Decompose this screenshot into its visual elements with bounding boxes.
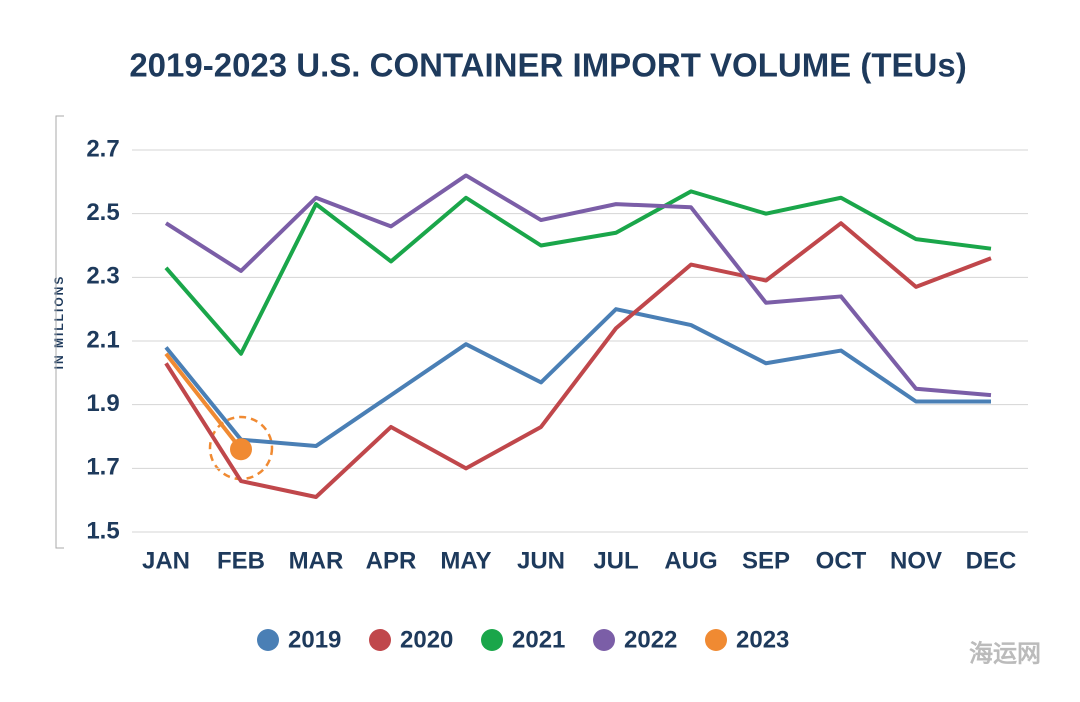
- legend-swatch: [481, 629, 503, 651]
- series-line: [164, 307, 991, 449]
- chart-title: 2019-2023 U.S. CONTAINER IMPORT VOLUME (…: [129, 47, 966, 84]
- series-line: [164, 221, 992, 499]
- x-tick-label: MAY: [440, 547, 491, 574]
- legend-label: 2019: [288, 626, 341, 653]
- x-tick-label: MAR: [289, 547, 344, 574]
- x-tick-label: FEB: [217, 547, 265, 574]
- x-tick-label: NOV: [890, 547, 942, 574]
- x-tick-label: AUG: [664, 547, 717, 574]
- x-tick-label: APR: [366, 547, 417, 574]
- series-line: [164, 352, 243, 451]
- y-tick-label: 2.7: [86, 135, 119, 162]
- legend-swatch: [257, 629, 279, 651]
- y-axis-label: IN MILLIONS: [52, 275, 66, 370]
- series-line: [164, 173, 992, 398]
- watermark: 海运网: [969, 639, 1041, 667]
- legend-label: 2020: [400, 626, 453, 653]
- series-line: [164, 189, 992, 356]
- x-tick-label: JUL: [593, 547, 638, 574]
- y-tick-label: 1.9: [86, 390, 119, 417]
- legend-label: 2023: [736, 626, 789, 653]
- y-tick-label: 2.5: [86, 199, 119, 226]
- x-tick-label: JAN: [142, 547, 190, 574]
- y-tick-label: 1.5: [86, 517, 119, 544]
- y-axis-bracket: [55, 115, 64, 549]
- legend-label: 2021: [512, 626, 565, 653]
- y-tick-label: 2.1: [86, 326, 119, 353]
- x-tick-label: DEC: [966, 547, 1017, 574]
- x-tick-label: OCT: [816, 547, 867, 574]
- y-tick-label: 2.3: [86, 263, 119, 290]
- legend-swatch: [369, 629, 391, 651]
- legend-swatch: [705, 629, 727, 651]
- legend-label: 2022: [624, 626, 677, 653]
- legend-swatch: [593, 629, 615, 651]
- x-tick-label: SEP: [742, 547, 790, 574]
- y-tick-label: 1.7: [86, 454, 119, 481]
- latest-point: [230, 438, 252, 461]
- x-tick-label: JUN: [517, 547, 565, 574]
